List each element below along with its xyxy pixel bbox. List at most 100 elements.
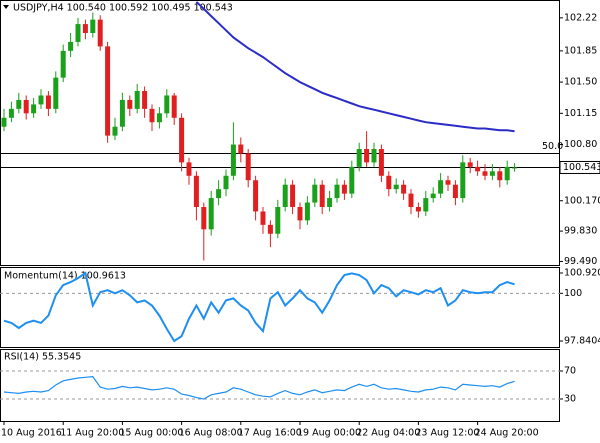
candle-body — [415, 207, 421, 212]
candle-body — [45, 95, 51, 109]
candle-body — [68, 41, 74, 51]
candle-body — [297, 207, 303, 221]
candle-body — [290, 184, 296, 208]
moving-average — [195, 1, 515, 133]
chart-title: USDJPY,H4 100.540 100.592 100.495 100.54… — [13, 3, 233, 14]
candle-body — [82, 24, 88, 34]
y-tick-label: 99.830 — [564, 226, 597, 237]
candle-body — [512, 167, 518, 169]
candle-body — [179, 117, 185, 163]
indicator-line — [3, 271, 515, 343]
candle-body — [452, 184, 458, 199]
candle-body — [16, 99, 22, 109]
y-tick-label: 97.8404 — [564, 336, 600, 347]
rsi-panel — [0, 349, 560, 422]
candle-body — [1, 117, 7, 127]
candle-body — [282, 184, 288, 208]
candle-body — [386, 175, 392, 190]
momentum-panel — [0, 267, 560, 348]
x-tick-label: 10 Aug 2016 — [1, 428, 62, 439]
x-tick-label: 19 Aug 00:00 — [297, 428, 361, 439]
price-label: 100.543 — [563, 162, 600, 173]
candle-body — [156, 113, 162, 123]
price-box — [559, 160, 600, 174]
candle-body — [38, 95, 44, 105]
candle-body — [401, 184, 407, 194]
candle-body — [142, 91, 148, 109]
candle-body — [119, 99, 125, 127]
candle-body — [75, 24, 81, 42]
candle-body — [489, 171, 495, 176]
candle-body — [334, 184, 340, 199]
candle-body — [497, 171, 503, 181]
candle-body — [60, 50, 66, 78]
candle-body — [267, 224, 273, 234]
candle-body — [31, 104, 37, 114]
candle-body — [378, 149, 384, 176]
candle-body — [475, 166, 481, 172]
y-tick-label: 100.9201 — [564, 268, 600, 279]
candle-body — [186, 162, 192, 176]
candle-body — [216, 189, 222, 199]
y-tick-label: 99.490 — [564, 256, 597, 267]
y-tick-label: 70 — [564, 366, 576, 377]
candle-body — [438, 180, 444, 194]
candle-body — [134, 91, 140, 109]
candle-body — [193, 175, 199, 208]
candle-body — [408, 193, 414, 208]
candle-body — [201, 207, 207, 230]
momentum-title: Momentum(14) 100.9613 — [4, 271, 126, 282]
candle-body — [364, 149, 370, 163]
candle-body — [238, 144, 244, 154]
y-tick-label: 101.85 — [564, 45, 597, 56]
candle-body — [393, 184, 399, 190]
rsi-title: RSI(14) 55.3545 — [4, 352, 81, 363]
candle-body — [112, 126, 118, 136]
candle-body — [275, 207, 281, 234]
candle-body — [371, 149, 377, 163]
candle-body — [8, 108, 14, 118]
candle-body — [349, 166, 355, 194]
candle-body — [127, 99, 133, 109]
x-tick-label: 15 Aug 00:00 — [119, 428, 183, 439]
candle-body — [319, 184, 325, 208]
candle-body — [341, 184, 347, 194]
candle-body — [230, 144, 236, 176]
x-tick-label: 22 Aug 04:00 — [356, 428, 420, 439]
candle-body — [304, 202, 310, 221]
candle-body — [356, 149, 362, 167]
candle-body — [164, 95, 170, 114]
y-tick-label: 101.50 — [564, 77, 597, 88]
level-label: 50.0 — [542, 141, 563, 152]
candle-body — [312, 184, 318, 203]
candle-body — [445, 180, 451, 185]
x-tick-label: 11 Aug 20:00 — [60, 428, 124, 439]
candle-body — [23, 99, 29, 114]
candle-body — [105, 46, 111, 136]
y-tick-label: 30 — [564, 394, 576, 405]
candle-body — [53, 77, 59, 109]
candle-body — [90, 19, 96, 34]
candle-body — [327, 198, 333, 208]
indicator-line — [3, 375, 515, 400]
candle-body — [260, 211, 266, 225]
candle-body — [149, 108, 155, 123]
candle-body — [460, 162, 466, 199]
candle-body — [423, 198, 429, 212]
candle-body — [430, 193, 436, 199]
candle-body — [223, 175, 229, 190]
y-tick-label: 102.22 — [564, 12, 597, 23]
candle-body — [467, 162, 473, 167]
x-tick-label: 24 Aug 20:00 — [475, 428, 539, 439]
candle-body — [504, 166, 510, 181]
x-tick-label: 17 Aug 16:00 — [238, 428, 302, 439]
y-tick-label: 101.15 — [564, 108, 597, 119]
candle-body — [171, 95, 177, 118]
main-panel — [0, 0, 560, 266]
x-tick-label: 23 Aug 12:00 — [415, 428, 479, 439]
candle-body — [253, 180, 259, 212]
x-tick-label: 16 Aug 08:00 — [179, 428, 243, 439]
candle-body — [245, 153, 251, 181]
y-tick-label: 100.170 — [564, 195, 600, 206]
